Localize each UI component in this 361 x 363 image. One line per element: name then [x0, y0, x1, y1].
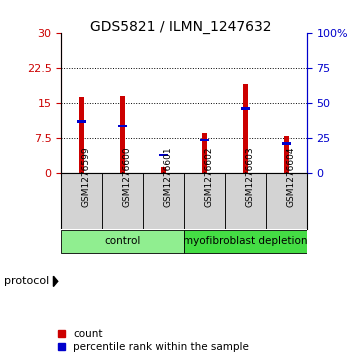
Bar: [184, 173, 225, 229]
Bar: [61, 230, 184, 253]
Bar: [241, 107, 250, 110]
Bar: [77, 120, 86, 123]
Bar: [61, 173, 102, 229]
Text: GDS5821 / ILMN_1247632: GDS5821 / ILMN_1247632: [90, 20, 271, 34]
Bar: [143, 173, 184, 229]
Bar: [243, 84, 248, 173]
Text: GSM1276599: GSM1276599: [82, 146, 91, 207]
Text: control: control: [105, 236, 141, 246]
Text: GSM1276602: GSM1276602: [205, 146, 214, 207]
Bar: [161, 167, 166, 173]
Bar: [266, 173, 307, 229]
Bar: [159, 154, 168, 156]
Bar: [282, 142, 291, 145]
Text: GSM1276600: GSM1276600: [123, 146, 132, 207]
Bar: [202, 133, 207, 173]
Text: GSM1276601: GSM1276601: [164, 146, 173, 207]
Text: protocol: protocol: [4, 276, 49, 286]
Bar: [225, 173, 266, 229]
Bar: [102, 173, 143, 229]
Bar: [79, 97, 84, 173]
Text: myofibroblast depletion: myofibroblast depletion: [183, 236, 308, 246]
Text: GSM1276603: GSM1276603: [245, 146, 255, 207]
Bar: [120, 96, 125, 173]
Bar: [284, 136, 289, 173]
Legend: count, percentile rank within the sample: count, percentile rank within the sample: [56, 327, 251, 354]
Text: GSM1276604: GSM1276604: [286, 146, 295, 207]
Bar: [200, 139, 209, 142]
Bar: [118, 125, 127, 127]
Bar: [184, 230, 307, 253]
